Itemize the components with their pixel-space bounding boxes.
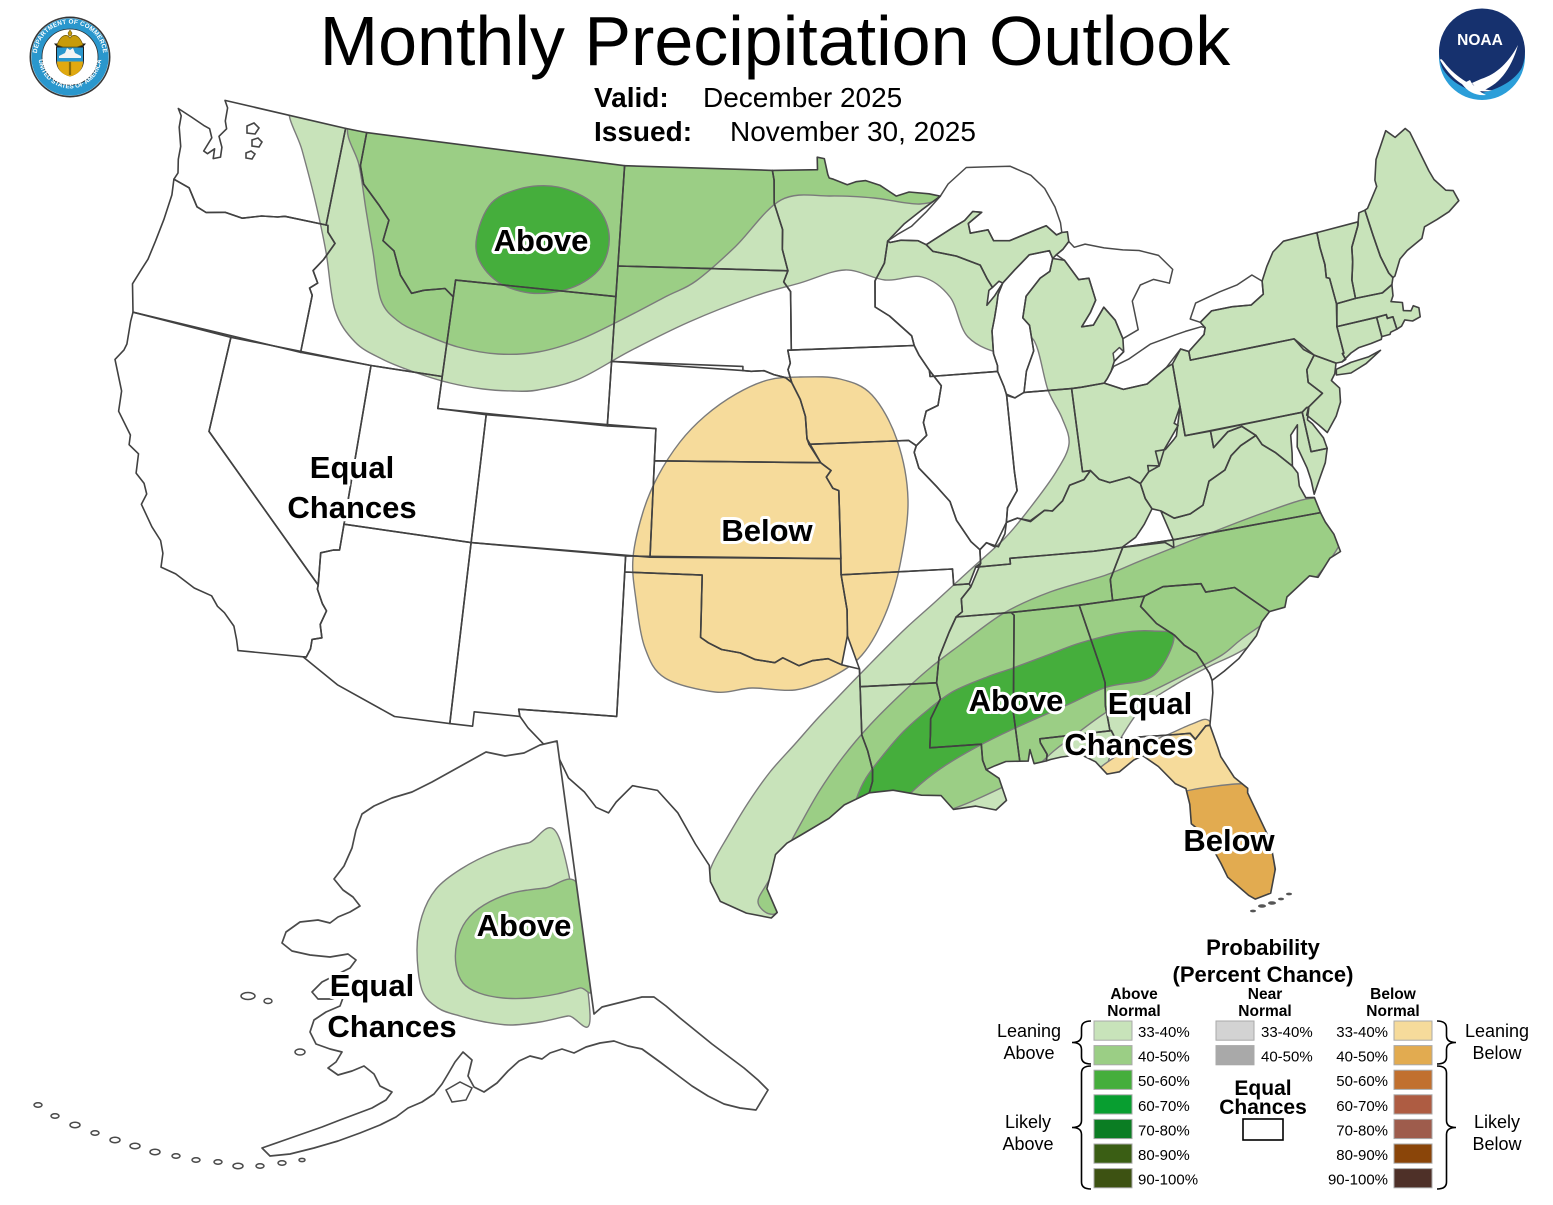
svg-text:40-50%: 40-50% [1336, 1049, 1388, 1066]
svg-text:60-70%: 60-70% [1336, 1098, 1388, 1115]
svg-text:Likely: Likely [1005, 1112, 1051, 1132]
svg-text:90-100%: 90-100% [1138, 1172, 1198, 1189]
svg-text:Valid:: Valid: [594, 82, 669, 113]
svg-text:Above: Above [477, 908, 572, 943]
svg-text:(Percent Chance): (Percent Chance) [1173, 962, 1354, 987]
svg-text:Equal: Equal [330, 968, 414, 1003]
svg-text:33-40%: 33-40% [1261, 1024, 1313, 1041]
svg-text:Chances: Chances [287, 490, 416, 525]
svg-text:Above: Above [1002, 1134, 1053, 1154]
svg-text:Below: Below [1183, 823, 1275, 858]
svg-text:Normal: Normal [1366, 1003, 1419, 1020]
svg-text:Below: Below [1472, 1043, 1522, 1063]
svg-text:Near: Near [1248, 986, 1282, 1003]
svg-text:Leaning: Leaning [997, 1021, 1061, 1041]
svg-text:Below: Below [1370, 986, 1417, 1003]
svg-text:Above: Above [1110, 986, 1158, 1003]
svg-text:50-60%: 50-60% [1336, 1073, 1388, 1090]
svg-text:Above: Above [494, 223, 589, 258]
svg-text:33-40%: 33-40% [1138, 1024, 1190, 1041]
svg-text:80-90%: 80-90% [1138, 1147, 1190, 1164]
svg-text:Chances: Chances [1064, 727, 1193, 762]
svg-text:Normal: Normal [1107, 1003, 1160, 1020]
svg-text:Monthly Precipitation Outlook: Monthly Precipitation Outlook [320, 2, 1231, 80]
svg-text:40-50%: 40-50% [1138, 1049, 1190, 1066]
svg-text:Below: Below [721, 513, 813, 548]
svg-text:50-60%: 50-60% [1138, 1073, 1190, 1090]
svg-text:December 2025: December 2025 [703, 82, 902, 113]
svg-text:90-100%: 90-100% [1328, 1172, 1388, 1189]
svg-text:80-90%: 80-90% [1336, 1147, 1388, 1164]
svg-text:40-50%: 40-50% [1261, 1049, 1313, 1066]
svg-text:Equal: Equal [310, 450, 394, 485]
svg-text:Probability: Probability [1206, 935, 1320, 960]
svg-text:Likely: Likely [1474, 1112, 1520, 1132]
svg-text:November 30, 2025: November 30, 2025 [730, 116, 976, 147]
svg-text:Equal: Equal [1234, 1077, 1291, 1100]
svg-text:Above: Above [969, 683, 1064, 718]
svg-text:NOAA: NOAA [1457, 32, 1503, 49]
svg-text:Above: Above [1003, 1043, 1054, 1063]
svg-text:70-80%: 70-80% [1138, 1122, 1190, 1139]
svg-text:60-70%: 60-70% [1138, 1098, 1190, 1115]
svg-text:Issued:: Issued: [594, 116, 692, 147]
svg-text:33-40%: 33-40% [1336, 1024, 1388, 1041]
svg-text:Chances: Chances [327, 1009, 456, 1044]
svg-text:Normal: Normal [1238, 1003, 1291, 1020]
svg-text:70-80%: 70-80% [1336, 1122, 1388, 1139]
svg-text:Equal: Equal [1108, 686, 1192, 721]
svg-text:Leaning: Leaning [1465, 1021, 1529, 1041]
svg-text:Below: Below [1472, 1134, 1522, 1154]
svg-text:Chances: Chances [1219, 1096, 1307, 1119]
